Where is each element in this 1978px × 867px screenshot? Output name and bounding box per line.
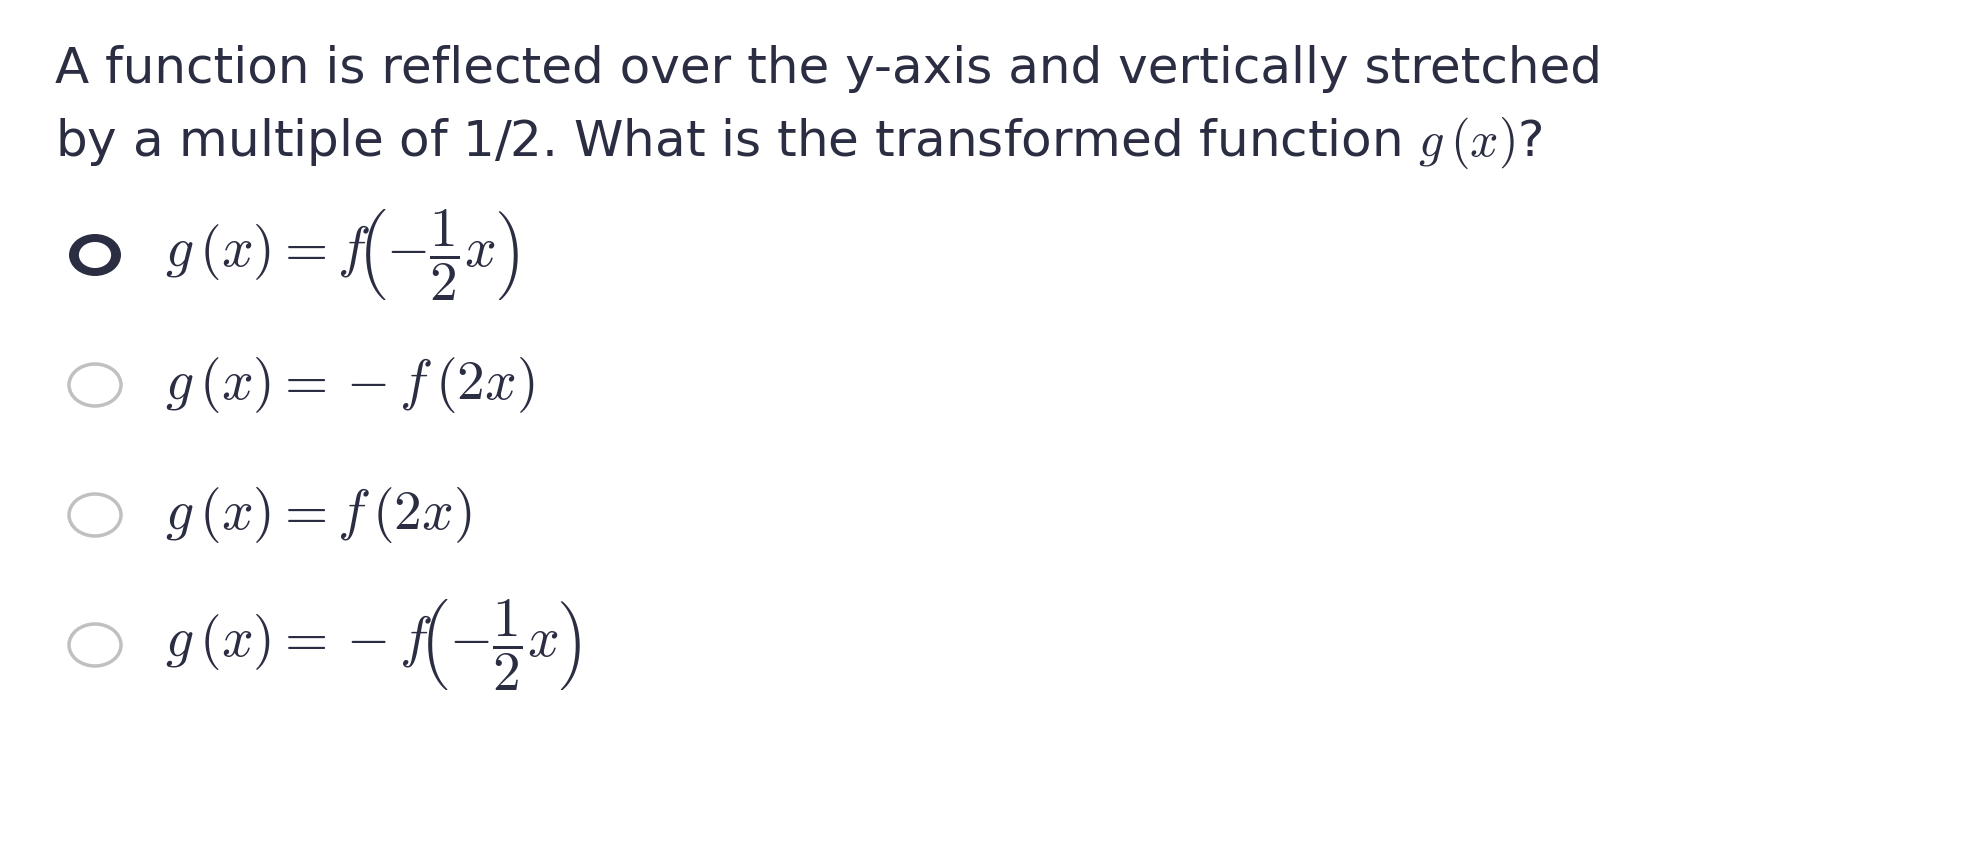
Text: A function is reflected over the y-axis and vertically stretched: A function is reflected over the y-axis … (55, 45, 1602, 93)
Ellipse shape (69, 234, 121, 276)
Text: $g\,(x) = -f\!\left(-\dfrac{1}{2}x\right)$: $g\,(x) = -f\!\left(-\dfrac{1}{2}x\right… (164, 597, 582, 693)
Text: $g\,(x) = -f\,(2x)$: $g\,(x) = -f\,(2x)$ (164, 355, 534, 415)
Text: $g\,(x) = f\!\left(-\dfrac{1}{2}x\right)$: $g\,(x) = f\!\left(-\dfrac{1}{2}x\right)… (164, 207, 518, 303)
Ellipse shape (69, 494, 121, 536)
Ellipse shape (69, 364, 121, 406)
Ellipse shape (79, 242, 111, 268)
Text: by a multiple of 1/2. What is the transformed function $g\,(x)$?: by a multiple of 1/2. What is the transf… (55, 115, 1543, 171)
Ellipse shape (69, 624, 121, 666)
Text: $g\,(x) = f\,(2x)$: $g\,(x) = f\,(2x)$ (164, 485, 471, 545)
